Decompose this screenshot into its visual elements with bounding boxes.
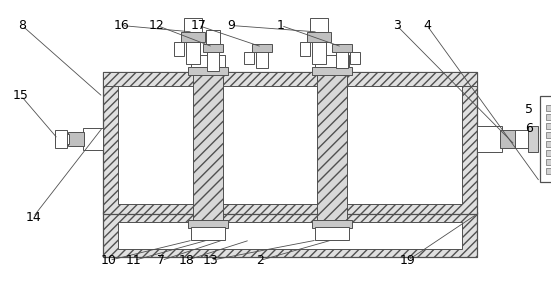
Text: 19: 19	[400, 254, 415, 267]
Bar	[315, 55, 349, 67]
Bar	[546, 105, 551, 111]
Text: 14: 14	[25, 211, 41, 224]
Bar	[184, 18, 202, 32]
Text: 7: 7	[158, 254, 165, 267]
Bar	[310, 18, 328, 32]
Bar	[206, 30, 220, 44]
Bar	[528, 126, 538, 152]
Bar	[540, 96, 551, 182]
Bar	[83, 128, 103, 150]
Bar	[203, 44, 223, 52]
Bar	[252, 44, 272, 52]
Bar	[546, 168, 551, 174]
Bar	[118, 82, 462, 204]
Bar	[256, 46, 268, 68]
Text: 9: 9	[228, 19, 235, 32]
Text: 10: 10	[101, 254, 117, 267]
Bar	[546, 159, 551, 165]
Bar	[191, 55, 225, 67]
Bar	[103, 72, 477, 86]
Bar	[546, 150, 551, 156]
Bar	[188, 67, 228, 75]
Bar	[118, 222, 462, 249]
Bar	[191, 227, 225, 240]
Bar	[188, 220, 228, 228]
Bar	[500, 130, 516, 148]
Text: 1: 1	[277, 19, 285, 32]
Bar	[350, 52, 360, 64]
Text: 2: 2	[256, 254, 264, 267]
Bar	[103, 212, 477, 257]
Text: 16: 16	[114, 19, 129, 32]
Bar	[193, 71, 223, 224]
Bar	[55, 134, 69, 144]
Bar	[181, 32, 205, 42]
Text: 17: 17	[191, 19, 206, 32]
Bar	[546, 141, 551, 147]
Bar	[174, 42, 184, 56]
Bar	[307, 32, 331, 42]
Bar	[55, 130, 67, 148]
Bar	[546, 114, 551, 120]
Bar	[312, 36, 326, 64]
Text: 6: 6	[525, 122, 533, 135]
Bar	[68, 132, 84, 146]
Bar	[546, 132, 551, 138]
Text: 12: 12	[149, 19, 165, 32]
Bar	[515, 130, 529, 148]
Text: 13: 13	[203, 254, 218, 267]
Bar	[546, 123, 551, 129]
Text: 18: 18	[179, 254, 194, 267]
Text: 5: 5	[525, 103, 533, 116]
Bar	[312, 220, 352, 228]
Bar	[186, 36, 200, 64]
Bar	[300, 42, 310, 56]
Bar	[207, 46, 219, 71]
Text: 8: 8	[18, 19, 26, 32]
Bar	[103, 72, 477, 214]
Text: 3: 3	[393, 19, 401, 32]
Bar	[312, 67, 352, 75]
Text: 4: 4	[423, 19, 431, 32]
Bar	[315, 227, 349, 240]
Text: 11: 11	[126, 254, 142, 267]
Bar	[332, 44, 352, 52]
Text: 15: 15	[13, 89, 29, 102]
Bar	[317, 71, 347, 224]
Bar	[244, 52, 254, 64]
Bar	[336, 46, 348, 68]
Bar	[477, 126, 502, 152]
